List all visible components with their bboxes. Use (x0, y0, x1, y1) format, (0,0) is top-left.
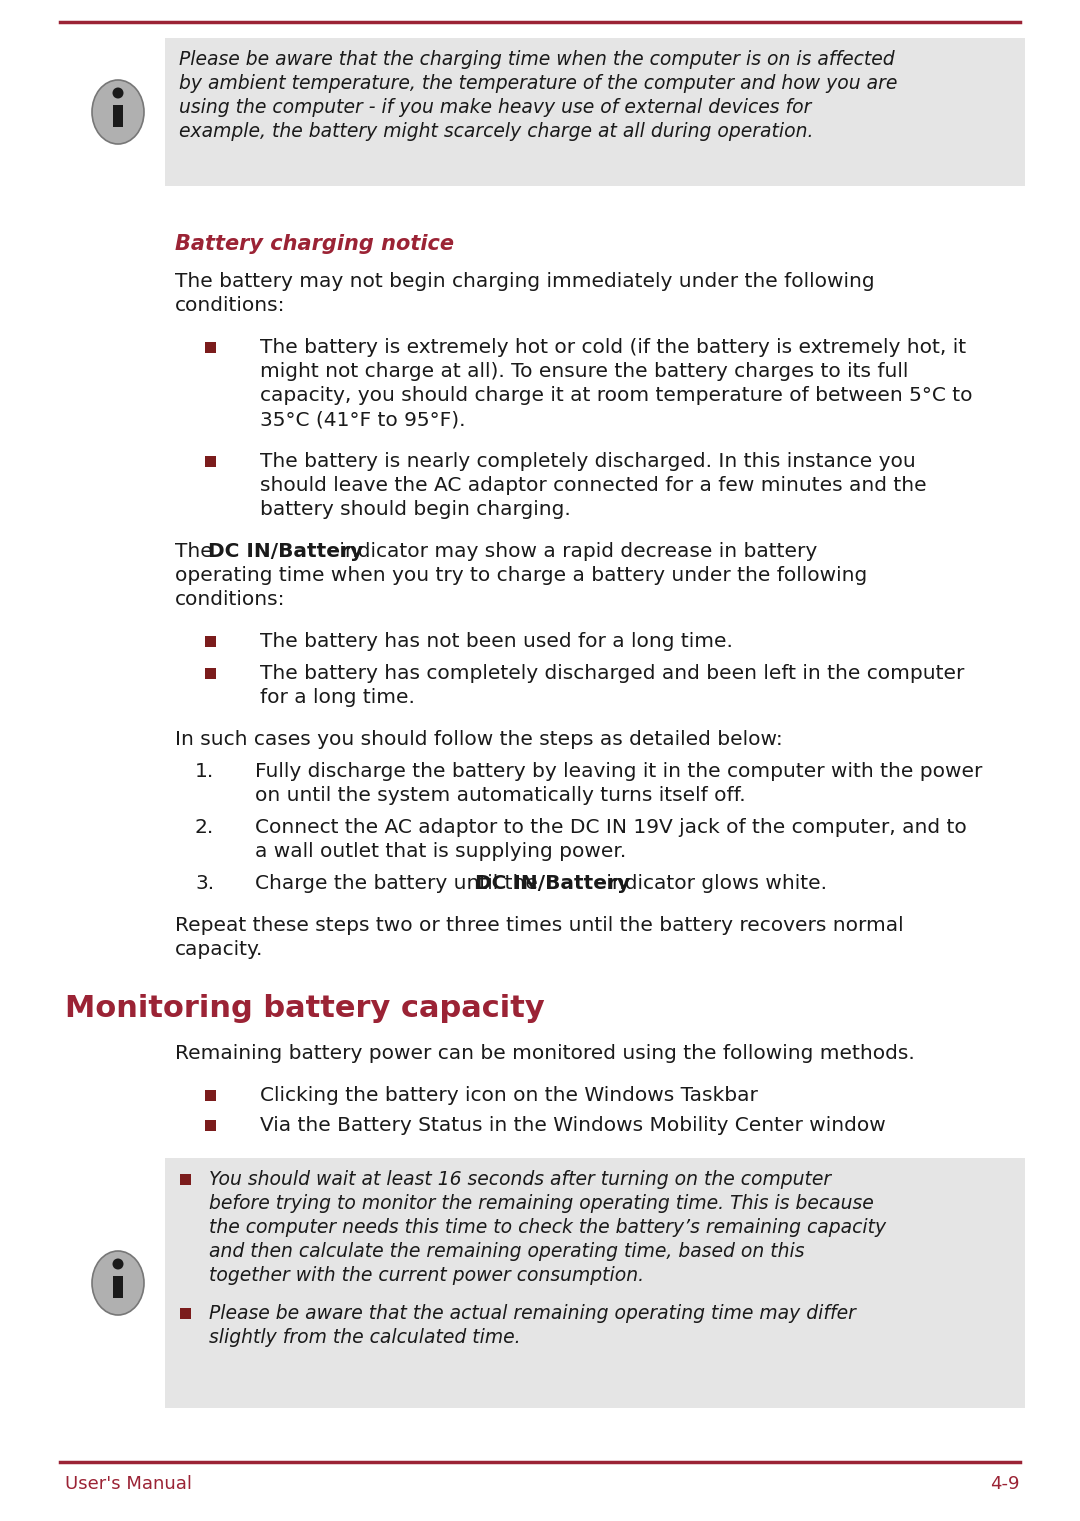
Text: The battery has completely discharged and been left in the computer: The battery has completely discharged an… (260, 665, 964, 683)
Text: The battery is extremely hot or cold (if the battery is extremely hot, it: The battery is extremely hot or cold (if… (260, 338, 967, 357)
Ellipse shape (112, 88, 123, 99)
Text: Remaining battery power can be monitored using the following methods.: Remaining battery power can be monitored… (175, 1043, 915, 1063)
Bar (204, 1119, 216, 1132)
Text: battery should begin charging.: battery should begin charging. (260, 500, 570, 519)
Text: 4-9: 4-9 (990, 1475, 1020, 1494)
Text: the computer needs this time to check the battery’s remaining capacity: the computer needs this time to check th… (210, 1218, 886, 1237)
Text: Connect the AC adaptor to the DC IN 19V jack of the computer, and to: Connect the AC adaptor to the DC IN 19V … (255, 818, 967, 837)
Text: The: The (175, 541, 219, 561)
Text: Battery charging notice: Battery charging notice (175, 234, 454, 254)
Text: The battery may not begin charging immediately under the following: The battery may not begin charging immed… (175, 272, 875, 291)
Text: Monitoring battery capacity: Monitoring battery capacity (65, 995, 544, 1024)
Text: DC IN/Battery: DC IN/Battery (475, 875, 630, 893)
Text: conditions:: conditions: (175, 590, 285, 608)
Text: The battery has not been used for a long time.: The battery has not been used for a long… (260, 633, 733, 651)
Text: operating time when you try to charge a battery under the following: operating time when you try to charge a … (175, 566, 867, 586)
Text: might not charge at all). To ensure the battery charges to its full: might not charge at all). To ensure the … (260, 362, 908, 380)
Text: indicator may show a rapid decrease in battery: indicator may show a rapid decrease in b… (333, 541, 818, 561)
Ellipse shape (112, 1258, 123, 1270)
Text: together with the current power consumption.: together with the current power consumpt… (210, 1265, 644, 1285)
Ellipse shape (92, 81, 144, 144)
Text: and then calculate the remaining operating time, based on this: and then calculate the remaining operati… (210, 1243, 805, 1261)
Bar (204, 342, 216, 353)
Bar (113, 1276, 123, 1297)
Text: Please be aware that the actual remaining operating time may differ: Please be aware that the actual remainin… (210, 1303, 855, 1323)
FancyBboxPatch shape (165, 38, 1025, 186)
Ellipse shape (92, 1250, 144, 1316)
Text: example, the battery might scarcely charge at all during operation.: example, the battery might scarcely char… (179, 122, 813, 141)
Bar (204, 668, 216, 678)
Text: Repeat these steps two or three times until the battery recovers normal: Repeat these steps two or three times un… (175, 916, 904, 935)
Text: slightly from the calculated time.: slightly from the calculated time. (210, 1328, 521, 1348)
Text: In such cases you should follow the steps as detailed below:: In such cases you should follow the step… (175, 730, 783, 748)
Bar (179, 1174, 190, 1185)
Text: should leave the AC adaptor connected for a few minutes and the: should leave the AC adaptor connected fo… (260, 476, 927, 494)
Text: capacity.: capacity. (175, 940, 264, 960)
Text: Charge the battery until the: Charge the battery until the (255, 875, 544, 893)
Text: a wall outlet that is supplying power.: a wall outlet that is supplying power. (255, 843, 626, 861)
Text: by ambient temperature, the temperature of the computer and how you are: by ambient temperature, the temperature … (179, 75, 897, 93)
Text: 3.: 3. (195, 875, 214, 893)
Text: 1.: 1. (195, 762, 214, 780)
Text: before trying to monitor the remaining operating time. This is because: before trying to monitor the remaining o… (210, 1194, 874, 1214)
Text: indicator glows white.: indicator glows white. (600, 875, 827, 893)
Text: Via the Battery Status in the Windows Mobility Center window: Via the Battery Status in the Windows Mo… (260, 1116, 886, 1135)
Text: conditions:: conditions: (175, 297, 285, 315)
Text: 35°C (41°F to 95°F).: 35°C (41°F to 95°F). (260, 411, 465, 429)
Bar (204, 456, 216, 467)
Bar (179, 1308, 190, 1319)
Text: Please be aware that the charging time when the computer is on is affected: Please be aware that the charging time w… (179, 50, 894, 68)
Text: 2.: 2. (195, 818, 214, 837)
Text: capacity, you should charge it at room temperature of between 5°C to: capacity, you should charge it at room t… (260, 386, 972, 405)
Text: for a long time.: for a long time. (260, 687, 415, 707)
Text: You should wait at least 16 seconds after turning on the computer: You should wait at least 16 seconds afte… (210, 1170, 832, 1189)
Text: using the computer - if you make heavy use of external devices for: using the computer - if you make heavy u… (179, 97, 811, 117)
FancyBboxPatch shape (165, 1157, 1025, 1408)
Text: The battery is nearly completely discharged. In this instance you: The battery is nearly completely dischar… (260, 452, 916, 472)
Text: User's Manual: User's Manual (65, 1475, 192, 1494)
Text: DC IN/Battery: DC IN/Battery (208, 541, 363, 561)
Bar (204, 636, 216, 646)
Bar (113, 105, 123, 126)
Text: Clicking the battery icon on the Windows Taskbar: Clicking the battery icon on the Windows… (260, 1086, 758, 1104)
Text: on until the system automatically turns itself off.: on until the system automatically turns … (255, 786, 745, 805)
Text: Fully discharge the battery by leaving it in the computer with the power: Fully discharge the battery by leaving i… (255, 762, 983, 780)
Bar (204, 1091, 216, 1101)
